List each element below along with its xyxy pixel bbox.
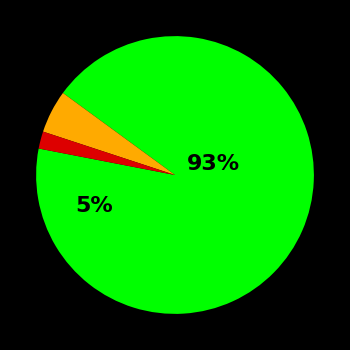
Text: 5%: 5% <box>76 196 113 216</box>
Wedge shape <box>38 132 175 175</box>
Text: 93%: 93% <box>187 154 240 174</box>
Wedge shape <box>43 93 175 175</box>
Wedge shape <box>36 36 314 314</box>
